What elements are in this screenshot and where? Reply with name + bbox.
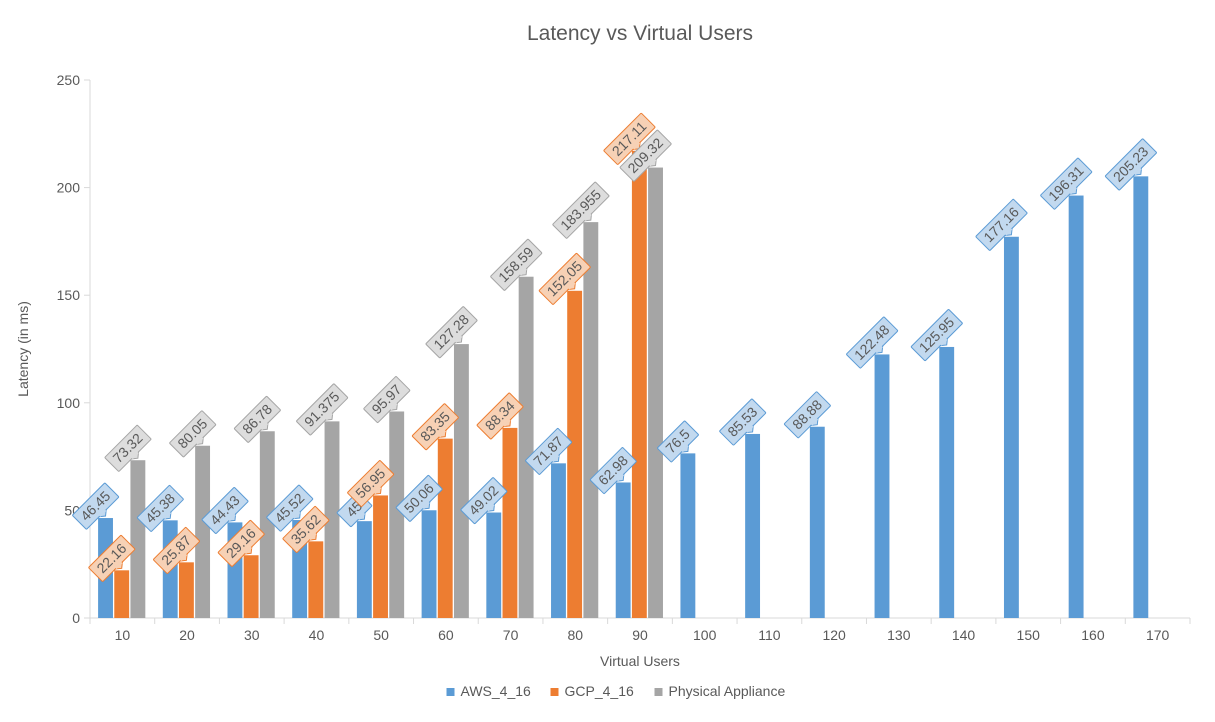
bar-aws_4_16: [1069, 196, 1084, 618]
x-axis-label: Virtual Users: [600, 653, 680, 669]
bar-aws_4_16: [551, 463, 566, 618]
bar-gcp_4_16: [114, 570, 129, 618]
y-tick-label: 100: [57, 395, 81, 411]
y-tick-label: 250: [57, 72, 81, 88]
x-tick-label: 100: [693, 627, 717, 643]
bar-physical-appliance: [454, 344, 469, 618]
x-tick-label: 170: [1146, 627, 1170, 643]
x-tick-label: 10: [115, 627, 131, 643]
bar-aws_4_16: [357, 521, 372, 618]
bar-physical-appliance: [195, 446, 210, 618]
data-label: 158.59: [490, 239, 545, 294]
data-label: 85.53: [719, 399, 768, 448]
x-tick-label: 120: [822, 627, 846, 643]
bar-gcp_4_16: [308, 541, 323, 618]
x-tick-label: 150: [1017, 627, 1041, 643]
data-label: 91.375: [296, 384, 351, 439]
latency-chart: Latency vs Virtual Users 0 50 100 150 200 250 L…: [0, 0, 1215, 722]
y-axis-label: Latency (in ms): [15, 301, 31, 397]
data-label: 86.78: [234, 396, 283, 445]
bar-physical-appliance: [389, 411, 404, 618]
bar-gcp_4_16: [179, 562, 194, 618]
bar-physical-appliance: [583, 222, 598, 618]
legend-label: AWS_4_16: [461, 683, 532, 699]
bar-physical-appliance: [648, 168, 663, 618]
data-label: 125.95: [911, 309, 966, 364]
data-label: 73.32: [105, 425, 154, 474]
bar-aws_4_16: [810, 427, 825, 618]
bar-physical-appliance: [519, 277, 534, 618]
data-label: 196.31: [1040, 158, 1095, 213]
x-tick-label: 140: [952, 627, 976, 643]
x-tick-label: 160: [1081, 627, 1105, 643]
x-tick-label: 20: [179, 627, 195, 643]
data-label: 95.97: [363, 376, 412, 425]
legend-label: GCP_4_16: [565, 683, 634, 699]
chart-title: Latency vs Virtual Users: [527, 22, 753, 45]
x-tick-label: 40: [309, 627, 325, 643]
bar-physical-appliance: [130, 460, 145, 618]
bar-aws_4_16: [680, 453, 695, 618]
x-tick-label: 70: [503, 627, 519, 643]
legend-marker: [447, 688, 455, 696]
bar-gcp_4_16: [503, 428, 518, 618]
data-label: 183.955: [552, 182, 612, 242]
data-label: 80.05: [169, 410, 218, 459]
bar-gcp_4_16: [567, 291, 582, 618]
data-label: 46.45: [72, 483, 121, 532]
bar-gcp_4_16: [438, 439, 453, 618]
x-tick-label: 30: [244, 627, 260, 643]
bar-aws_4_16: [422, 510, 437, 618]
bar-aws_4_16: [1133, 176, 1148, 618]
x-tick-label: 130: [887, 627, 911, 643]
legend-label: Physical Appliance: [669, 683, 786, 699]
legend-marker: [551, 688, 559, 696]
x-tick-label: 50: [373, 627, 389, 643]
y-tick-label: 200: [57, 180, 81, 196]
legend-marker: [655, 688, 663, 696]
bar-aws_4_16: [486, 513, 501, 618]
bar-aws_4_16: [616, 482, 631, 618]
x-tick-label: 60: [438, 627, 454, 643]
bar-aws_4_16: [745, 434, 760, 618]
bar-gcp_4_16: [373, 495, 388, 618]
data-label: 88.88: [784, 391, 833, 440]
chart-svg: Latency vs Virtual Users 0 50 100 150 200 250 L…: [0, 0, 1215, 722]
data-label: 127.28: [426, 306, 481, 361]
bar-aws_4_16: [875, 354, 890, 618]
data-label: 205.23: [1105, 139, 1160, 194]
data-label: 122.48: [846, 317, 901, 372]
bar-gcp_4_16: [632, 151, 647, 618]
bar-aws_4_16: [1004, 237, 1019, 618]
x-tick-label: 110: [758, 627, 781, 643]
y-tick-label: 0: [72, 610, 80, 626]
data-label: 177.16: [976, 199, 1031, 254]
bar-physical-appliance: [260, 431, 275, 618]
y-tick-label: 150: [57, 287, 81, 303]
bar-aws_4_16: [939, 347, 954, 618]
bar-gcp_4_16: [244, 555, 259, 618]
x-tick-label: 90: [632, 627, 648, 643]
x-tick-label: 80: [568, 627, 584, 643]
